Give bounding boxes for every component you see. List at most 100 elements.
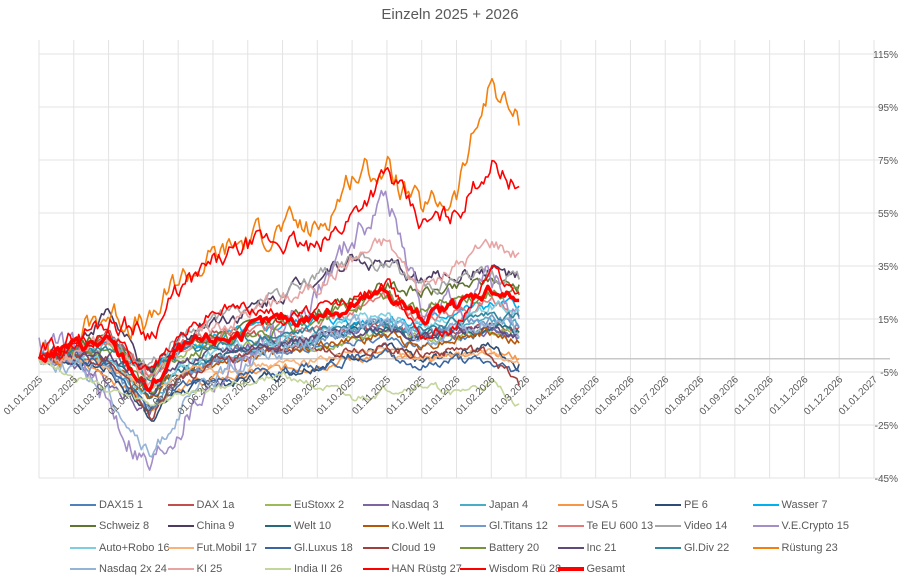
y-tick-label: -45% <box>875 474 898 485</box>
legend-item: Welt 10 <box>265 516 363 538</box>
legend-label: Ko.Welt 11 <box>392 520 445 532</box>
legend-label: DAX 1a <box>197 499 235 511</box>
legend-label: V.E.Crypto 15 <box>782 520 849 532</box>
legend-label: Japan 4 <box>489 499 528 511</box>
legend-swatch <box>655 504 681 506</box>
legend-item: USA 5 <box>558 494 656 516</box>
legend-label: Video 14 <box>684 520 727 532</box>
legend-swatch <box>753 525 779 527</box>
legend-item: Ko.Welt 11 <box>363 516 461 538</box>
y-tick-label: 115% <box>873 50 898 61</box>
legend-swatch <box>70 504 96 506</box>
legend-item: DAX15 1 <box>70 494 168 516</box>
legend-label: PE 6 <box>684 499 708 511</box>
y-tick-label: 75% <box>878 156 898 167</box>
legend-item: EuStoxx 2 <box>265 494 363 516</box>
legend-label: Gesamt <box>587 563 626 575</box>
legend-label: Welt 10 <box>294 520 331 532</box>
legend-item: Auto+Robo 16 <box>70 537 168 559</box>
legend-item: Wasser 7 <box>753 494 851 516</box>
legend-swatch <box>168 547 194 549</box>
legend-swatch <box>558 525 584 527</box>
legend-swatch <box>168 568 194 570</box>
legend-swatch <box>753 547 779 549</box>
legend-label: Battery 20 <box>489 542 539 554</box>
y-tick-label: 15% <box>878 315 898 326</box>
legend-item: KI 25 <box>168 559 266 580</box>
legend-item: Video 14 <box>655 516 753 538</box>
y-tick-label: 95% <box>878 103 898 114</box>
legend-item: Gl.Luxus 18 <box>265 537 363 559</box>
legend-label: Gl.Div 22 <box>684 542 729 554</box>
legend-swatch <box>753 504 779 506</box>
legend-label: Rüstung 23 <box>782 542 838 554</box>
line-chart: 01.01.202501.02.202501.03.202501.04.2025… <box>0 0 900 490</box>
legend-label: Inc 21 <box>587 542 617 554</box>
legend-label: DAX15 1 <box>99 499 143 511</box>
legend-swatch <box>265 504 291 506</box>
legend-label: USA 5 <box>587 499 618 511</box>
legend-label: Nasdaq 3 <box>392 499 439 511</box>
legend-swatch <box>655 547 681 549</box>
chart-title: Einzeln 2025 + 2026 <box>0 6 900 23</box>
legend-swatch <box>70 525 96 527</box>
legend-label: Gl.Luxus 18 <box>294 542 353 554</box>
legend-label: Nasdaq 2x 24 <box>99 563 167 575</box>
legend-item: Inc 21 <box>558 537 656 559</box>
legend-swatch <box>558 547 584 549</box>
legend-item: India II 26 <box>265 559 363 580</box>
legend-item: Gl.Titans 12 <box>460 516 558 538</box>
legend-item: HAN Rüstg 27 <box>363 559 461 580</box>
y-axis-tick-labels: 115% 95% 75% 55% 35% 15% -5% -25% -45% <box>873 50 898 485</box>
legend-swatch <box>460 525 486 527</box>
legend-swatch <box>265 568 291 570</box>
legend-label: HAN Rüstg 27 <box>392 563 462 575</box>
y-tick-label: 55% <box>878 209 898 220</box>
legend-label: Fut.Mobil 17 <box>197 542 258 554</box>
legend-item: Fut.Mobil 17 <box>168 537 266 559</box>
legend-label: EuStoxx 2 <box>294 499 344 511</box>
legend-label: China 9 <box>197 520 235 532</box>
legend-label: India II 26 <box>294 563 342 575</box>
legend-item: Wisdom Rü 28 <box>460 559 558 580</box>
y-tick-label: 35% <box>878 262 898 273</box>
legend-swatch <box>363 525 389 527</box>
y-tick-label: -25% <box>875 421 898 432</box>
legend-item: Nasdaq 3 <box>363 494 461 516</box>
legend-swatch <box>168 504 194 506</box>
legend-item: Rüstung 23 <box>753 537 851 559</box>
legend-label: Wasser 7 <box>782 499 828 511</box>
legend-item: Japan 4 <box>460 494 558 516</box>
legend-swatch <box>363 568 389 570</box>
legend-swatch <box>558 504 584 506</box>
legend-item: Cloud 19 <box>363 537 461 559</box>
legend-swatch <box>265 547 291 549</box>
legend-swatch <box>168 525 194 527</box>
legend-item: PE 6 <box>655 494 753 516</box>
legend-item: V.E.Crypto 15 <box>753 516 851 538</box>
legend-item: Nasdaq 2x 24 <box>70 559 168 580</box>
legend-label: Wisdom Rü 28 <box>489 563 561 575</box>
legend-swatch <box>460 547 486 549</box>
legend-item: DAX 1a <box>168 494 266 516</box>
legend-swatch <box>363 547 389 549</box>
legend-swatch <box>70 547 96 549</box>
legend-swatch <box>460 568 486 570</box>
legend-swatch <box>265 525 291 527</box>
legend-item: Gesamt <box>558 559 656 580</box>
legend-label: KI 25 <box>197 563 223 575</box>
y-tick-label: -5% <box>880 368 898 379</box>
legend-item: Gl.Div 22 <box>655 537 753 559</box>
legend-swatch <box>558 567 584 571</box>
legend-item: Schweiz 8 <box>70 516 168 538</box>
legend-item: Te EU 600 13 <box>558 516 656 538</box>
legend-item: Battery 20 <box>460 537 558 559</box>
legend-label: Schweiz 8 <box>99 520 149 532</box>
legend-item: China 9 <box>168 516 266 538</box>
legend-label: Gl.Titans 12 <box>489 520 548 532</box>
legend-label: Cloud 19 <box>392 542 436 554</box>
legend-swatch <box>70 568 96 570</box>
legend: DAX15 1 DAX 1a EuStoxx 2 Nasdaq 3 Japan 4 USA… <box>70 494 900 580</box>
legend-swatch <box>655 525 681 527</box>
legend-label: Auto+Robo 16 <box>99 542 170 554</box>
